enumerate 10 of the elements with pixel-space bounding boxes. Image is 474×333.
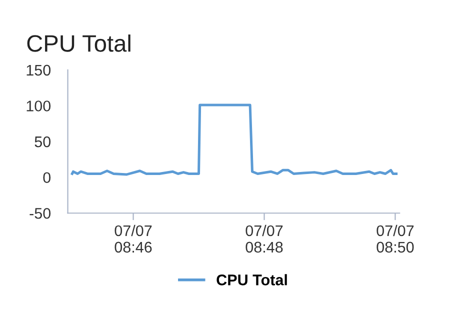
- chart-title: CPU Total: [27, 34, 130, 52]
- x-tick-label: 07/07 08:46: [114, 224, 152, 253]
- y-tick-label: 150: [26, 64, 51, 76]
- legend-label: CPU Total: [216, 274, 287, 286]
- x-tick-label: 07/07 08:50: [376, 224, 414, 253]
- y-tick-label: 0: [43, 172, 51, 184]
- y-tick-label: -50: [30, 208, 51, 219]
- y-tick-label: 100: [26, 100, 51, 112]
- x-tick-label: 07/07 08:48: [246, 224, 283, 253]
- y-tick-label: 50: [34, 136, 51, 148]
